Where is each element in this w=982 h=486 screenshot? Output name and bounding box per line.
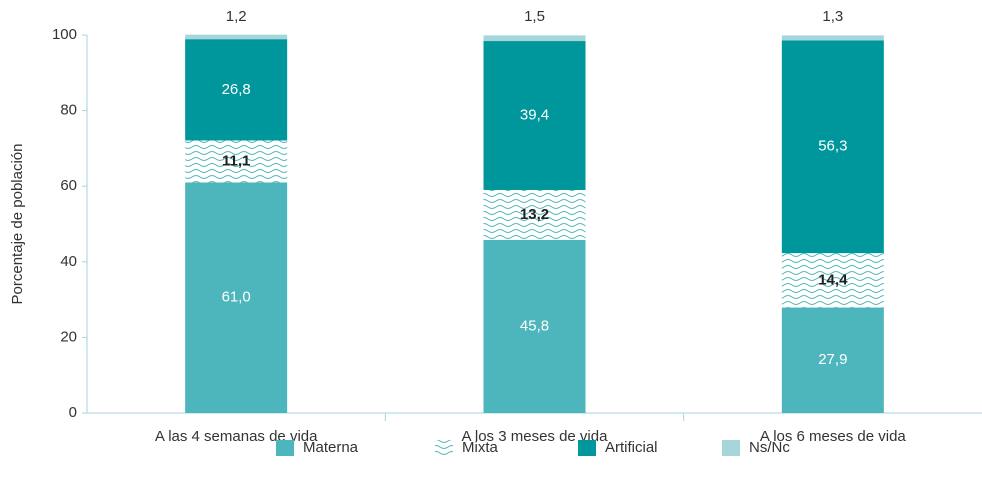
value-label: 1,5 xyxy=(524,8,545,25)
value-label: 26,8 xyxy=(222,81,251,98)
bar-segment xyxy=(781,40,884,254)
legend-swatch xyxy=(276,440,294,456)
bar-segment xyxy=(781,307,884,413)
bar-segment xyxy=(185,140,288,183)
value-label: 1,3 xyxy=(822,8,843,25)
bar-segment xyxy=(781,253,884,308)
legend-swatch xyxy=(722,440,740,456)
value-label: 13,2 xyxy=(520,206,549,223)
bar-segment xyxy=(483,189,586,240)
bar-segment xyxy=(185,34,288,40)
y-tick-label: 40 xyxy=(60,253,77,270)
legend-label: Artificial xyxy=(605,439,658,456)
bar-segment xyxy=(185,182,288,413)
y-tick-label: 20 xyxy=(60,328,77,345)
y-axis-title: Porcentaje de población xyxy=(9,144,26,305)
value-label: 1,2 xyxy=(226,8,247,25)
y-tick-label: 0 xyxy=(69,404,77,421)
value-label: 14,4 xyxy=(818,271,848,288)
value-label: 39,4 xyxy=(520,106,549,123)
y-tick-label: 60 xyxy=(60,177,77,194)
value-label: 56,3 xyxy=(818,138,847,155)
legend-swatch xyxy=(435,440,453,456)
y-tick-label: 80 xyxy=(60,102,77,119)
legend-label: Materna xyxy=(303,439,359,456)
bar-segment xyxy=(483,239,586,413)
legend-label: Ns/Nc xyxy=(749,439,790,456)
bar-segment xyxy=(483,35,586,42)
value-label: 27,9 xyxy=(818,351,847,368)
legend-label: Mixta xyxy=(462,439,498,456)
bar-segment xyxy=(185,39,288,141)
value-label: 11,1 xyxy=(222,152,250,169)
legend-swatch xyxy=(578,440,596,456)
bar-segment xyxy=(483,41,586,190)
value-label: 45,8 xyxy=(520,317,549,334)
bar-segment xyxy=(781,35,884,41)
y-tick-label: 100 xyxy=(52,26,77,43)
x-tick-label: A los 6 meses de vida xyxy=(760,428,907,445)
x-tick-label: A los 3 meses de vida xyxy=(462,428,609,445)
value-label: 61,0 xyxy=(222,289,251,306)
